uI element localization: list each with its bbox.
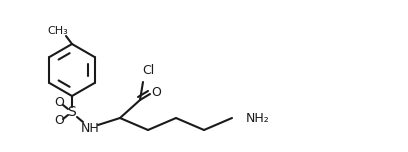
Text: S: S (68, 105, 76, 119)
Text: O: O (54, 114, 64, 128)
Text: O: O (151, 86, 161, 100)
Text: NH: NH (81, 121, 100, 135)
Text: CH₃: CH₃ (48, 26, 69, 36)
Text: O: O (54, 97, 64, 109)
Text: Cl: Cl (142, 64, 154, 76)
Text: NH₂: NH₂ (246, 112, 270, 124)
